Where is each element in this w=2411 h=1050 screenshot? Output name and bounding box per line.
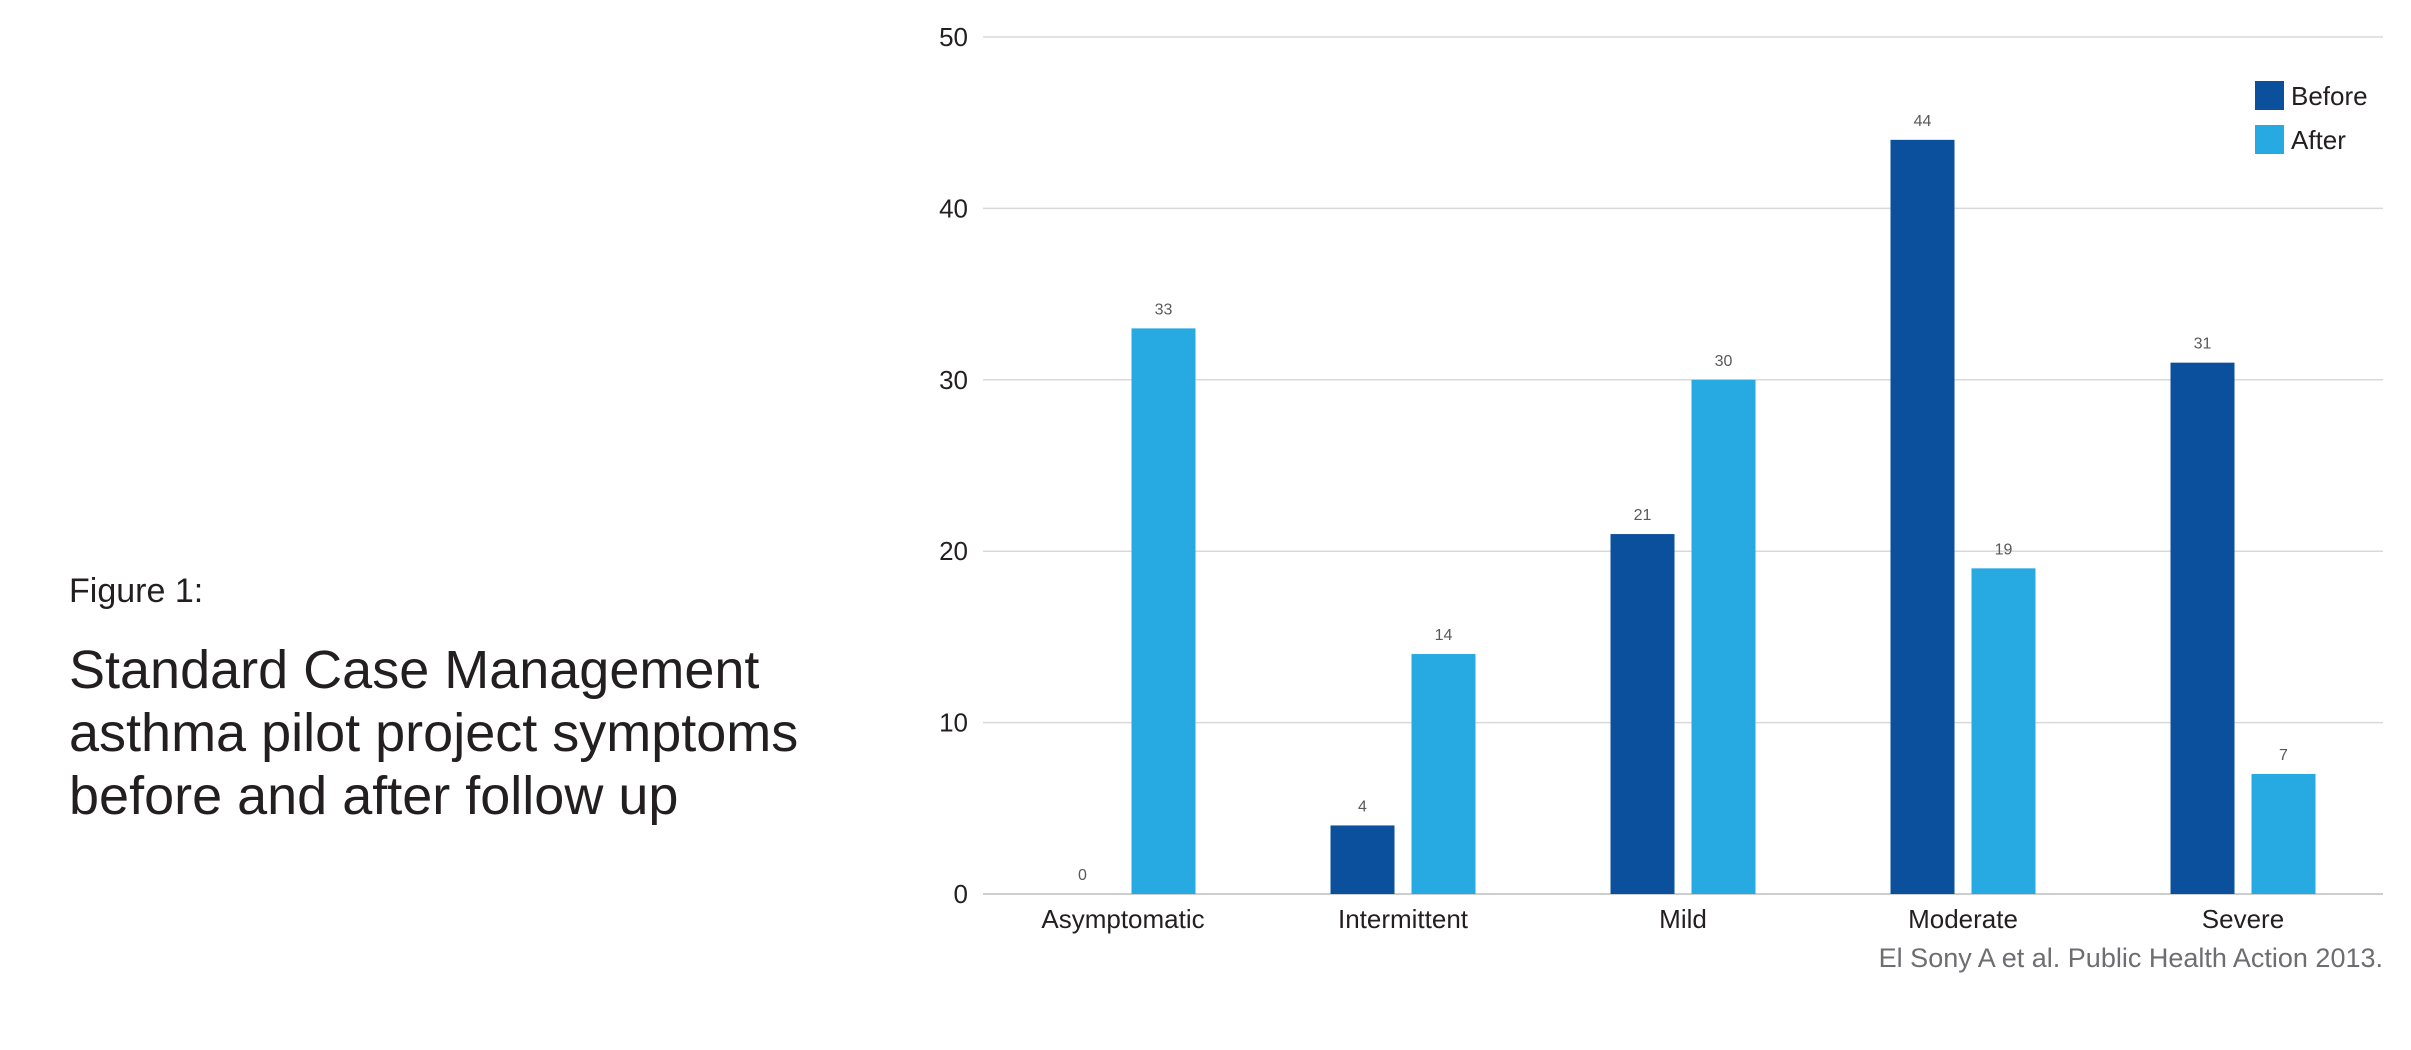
y-tick-label: 0 bbox=[954, 879, 968, 909]
bar-before-severe bbox=[2170, 362, 2235, 894]
x-category-label: Intermittent bbox=[1338, 904, 1469, 934]
y-tick-label: 10 bbox=[939, 708, 968, 738]
legend-label-after: After bbox=[2291, 125, 2346, 155]
x-category-label: Severe bbox=[2202, 904, 2284, 934]
source-citation: El Sony A et al. Public Health Action 20… bbox=[1879, 943, 2383, 973]
figure-caption: Figure 1: Standard Case Management asthm… bbox=[69, 571, 889, 828]
x-axis-categories: Asymptomatic Intermittent Mild Moderate Seve… bbox=[1041, 904, 2284, 934]
legend-swatch-before bbox=[2255, 81, 2284, 110]
y-tick-label: 30 bbox=[939, 365, 968, 395]
data-label: 14 bbox=[1435, 627, 1453, 644]
data-label: 7 bbox=[2279, 747, 2288, 764]
legend: Before After bbox=[2255, 81, 2368, 155]
legend-swatch-after bbox=[2255, 125, 2284, 154]
data-label: 4 bbox=[1358, 798, 1367, 815]
x-category-label: Asymptomatic bbox=[1041, 904, 1204, 934]
x-category-label: Mild bbox=[1659, 904, 1707, 934]
y-tick-label: 20 bbox=[939, 536, 968, 566]
bar-before-intermittent bbox=[1330, 825, 1395, 894]
legend-label-before: Before bbox=[2291, 81, 2368, 111]
data-label: 0 bbox=[1078, 867, 1087, 884]
x-category-label: Moderate bbox=[1908, 904, 2018, 934]
data-label: 21 bbox=[1634, 507, 1652, 524]
data-label: 31 bbox=[2194, 336, 2212, 353]
bar-after-asymptomatic bbox=[1131, 328, 1196, 894]
data-label: 19 bbox=[1995, 541, 2013, 558]
bar-after-mild bbox=[1691, 379, 1756, 894]
bar-after-moderate bbox=[1971, 568, 2036, 894]
y-tick-label: 40 bbox=[939, 193, 968, 223]
bar-after-severe bbox=[2251, 774, 2316, 894]
y-tick-label: 50 bbox=[939, 22, 968, 52]
y-axis-ticks: 0 10 20 30 40 50 bbox=[939, 22, 968, 909]
data-labels: 0 33 4 14 21 30 44 19 31 7 bbox=[1078, 113, 2288, 884]
figure-label: Figure 1: bbox=[69, 572, 204, 610]
gridlines bbox=[983, 36, 2383, 895]
bar-before-mild bbox=[1610, 534, 1675, 894]
bar-before-moderate bbox=[1890, 139, 1955, 895]
data-label: 30 bbox=[1715, 353, 1733, 370]
figure-title: Standard Case Management asthma pilot pr… bbox=[69, 640, 799, 826]
data-label: 44 bbox=[1914, 113, 1932, 130]
data-label: 33 bbox=[1155, 301, 1173, 318]
bar-after-intermittent bbox=[1411, 654, 1476, 894]
bars bbox=[1131, 139, 2316, 895]
